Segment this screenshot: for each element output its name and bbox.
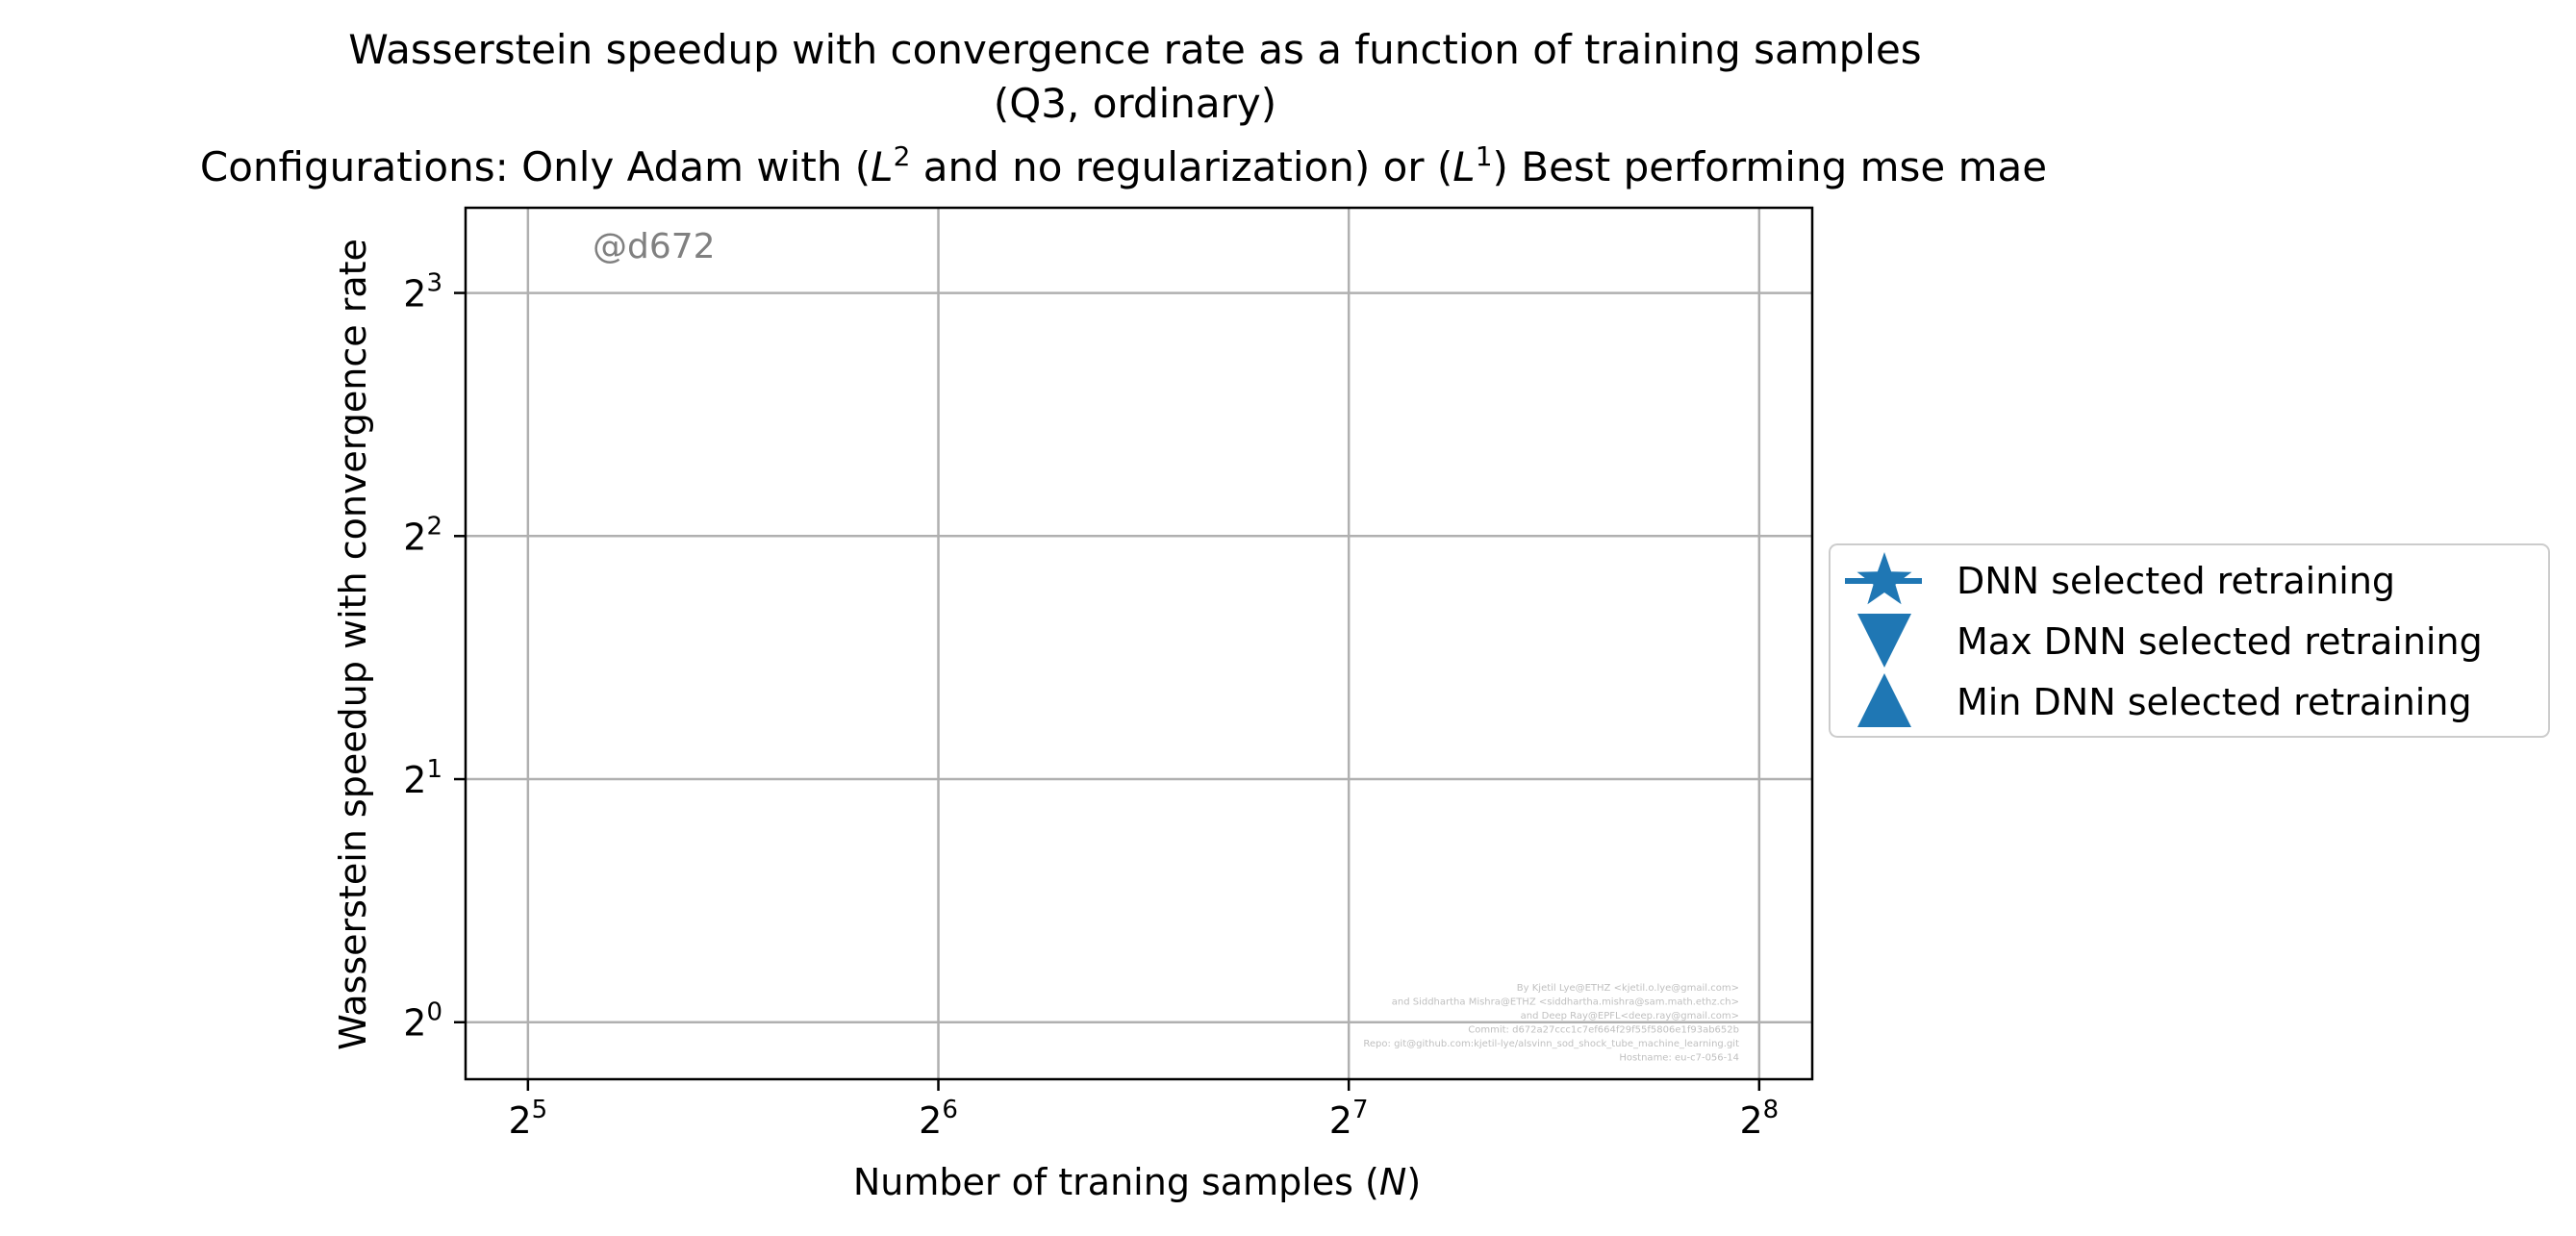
x-axis-ticks: 25 26 27 28: [508, 1079, 1779, 1142]
y-tick-label: 23: [403, 269, 442, 315]
triangle-down-marker-icon: [1857, 614, 1911, 668]
credit-line: Commit: d672a27ccc1c7ef664f29f55f5806e1f…: [1468, 1025, 1739, 1036]
x-tick-label: 25: [508, 1096, 547, 1142]
y-tick-label: 22: [403, 512, 442, 558]
y-tick-label: 20: [403, 998, 442, 1045]
title-config-suffix: ) Best performing mse mae: [1493, 143, 2048, 190]
credit-line: Hostname: eu-c7-056-14: [1619, 1053, 1739, 1064]
credit-line: Repo: git@github.com:kjetil-lye/alsvinn_…: [1363, 1039, 1739, 1049]
x-tick-base: 2: [1739, 1099, 1762, 1142]
x-tick-exp: 8: [1763, 1096, 1780, 1124]
credit-line: and Siddhartha Mishra@ETHZ <siddhartha.m…: [1392, 997, 1739, 1008]
x-tick-exp: 7: [1352, 1096, 1369, 1124]
legend-label-max-dnn: Max DNN selected retraining: [1957, 620, 2483, 663]
star-marker-icon: [1856, 552, 1912, 605]
chart-title-line-2: (Q3, ordinary): [994, 80, 1276, 127]
plot-frame: [464, 206, 1814, 1081]
x-tick-base: 2: [508, 1099, 531, 1142]
x-axis-label-end: ): [1406, 1161, 1421, 1203]
y-tick-exp: 2: [426, 512, 442, 541]
x-tick-label: 27: [1329, 1096, 1369, 1142]
x-tick-base: 2: [919, 1099, 942, 1142]
title-config-l2-base: L: [871, 143, 893, 190]
legend: DNN selected retraining Max DNN selected…: [1829, 543, 2550, 738]
legend-item-dnn-selected: DNN selected retraining: [1845, 552, 2395, 605]
y-tick-label: 21: [403, 755, 442, 801]
chart-title-line-3: Configurations: Only Adam with (L2 and n…: [200, 140, 2047, 190]
x-tick-base: 2: [1329, 1099, 1352, 1142]
title-config-middle: and no regularization) or (: [910, 143, 1452, 190]
title-config-l2-exp: 2: [894, 140, 911, 172]
triangle-up-marker-icon: [1857, 673, 1911, 727]
title-config-l1-exp: 1: [1476, 140, 1493, 172]
chart-title-line-1: Wasserstein speedup with convergence rat…: [348, 26, 1921, 73]
y-tick-exp: 1: [426, 755, 442, 784]
x-axis-label-var: N: [1379, 1161, 1406, 1203]
legend-label-dnn-selected: DNN selected retraining: [1957, 560, 2395, 602]
credit-line: and Deep Ray@EPFL<deep.ray@gmail.com>: [1521, 1011, 1739, 1022]
credits-block: By Kjetil Lye@ETHZ <kjetil.o.lye@gmail.c…: [1363, 983, 1739, 1064]
grid: [466, 208, 1812, 1079]
x-axis-label-text: Number of traning samples (: [853, 1161, 1379, 1203]
x-tick-label: 26: [919, 1096, 958, 1142]
y-axis-label: Wasserstein speedup with convergence rat…: [332, 239, 374, 1050]
legend-item-min-dnn: Min DNN selected retraining: [1857, 673, 2472, 727]
title-config-prefix: Configurations: Only Adam with (: [200, 143, 871, 190]
legend-item-max-dnn: Max DNN selected retraining: [1857, 614, 2483, 668]
legend-box: [1829, 543, 2550, 738]
y-tick-base: 2: [403, 759, 426, 801]
title-config-l1-base: L: [1452, 143, 1475, 190]
annotation-commit: @d672: [593, 227, 716, 266]
y-tick-exp: 0: [426, 998, 442, 1027]
x-tick-exp: 6: [942, 1096, 958, 1124]
x-axis-label: Number of traning samples (N): [853, 1161, 1421, 1203]
y-tick-base: 2: [403, 273, 426, 315]
legend-label-min-dnn: Min DNN selected retraining: [1957, 681, 2472, 723]
x-tick-exp: 5: [532, 1096, 548, 1124]
y-tick-exp: 3: [426, 269, 442, 298]
y-tick-base: 2: [403, 1002, 426, 1045]
y-tick-base: 2: [403, 516, 426, 558]
credit-line: By Kjetil Lye@ETHZ <kjetil.o.lye@gmail.c…: [1517, 983, 1739, 994]
x-tick-label: 28: [1739, 1096, 1779, 1142]
